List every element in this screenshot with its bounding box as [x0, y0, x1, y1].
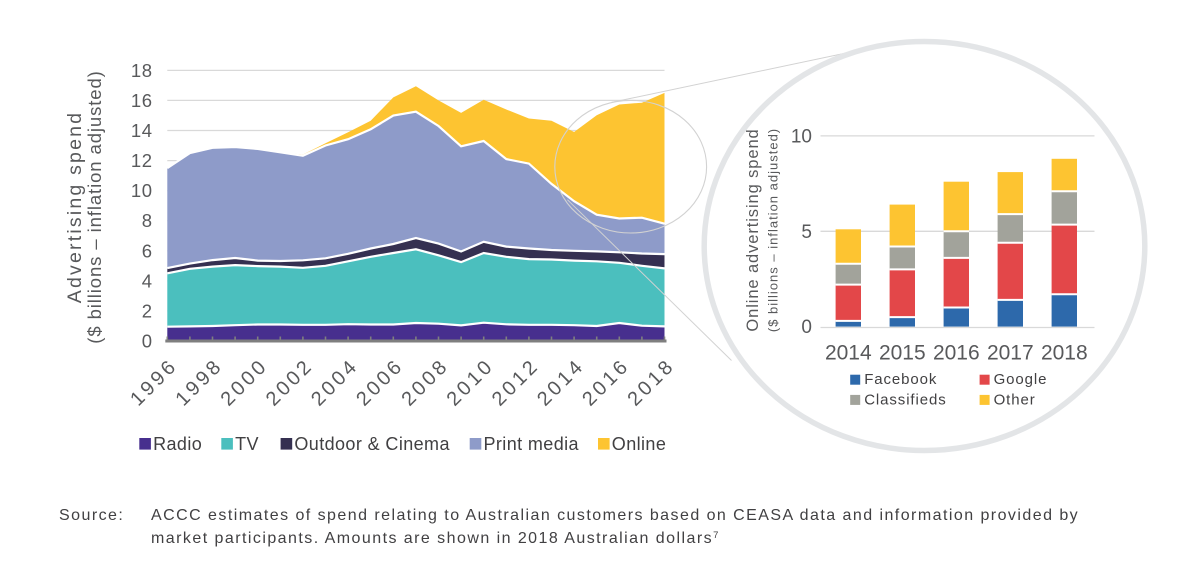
svg-text:14: 14 — [131, 120, 153, 141]
svg-text:10: 10 — [131, 180, 153, 201]
svg-text:12: 12 — [131, 150, 153, 171]
svg-text:5: 5 — [801, 222, 812, 243]
svg-text:0: 0 — [801, 317, 812, 338]
svg-text:Classifieds: Classifieds — [864, 391, 946, 408]
svg-text:Online: Online — [612, 434, 666, 454]
svg-text:0: 0 — [142, 331, 153, 352]
svg-text:16: 16 — [131, 90, 153, 111]
svg-text:Google: Google — [994, 371, 1048, 388]
svg-text:2017: 2017 — [987, 342, 1034, 365]
svg-text:market participants. Amounts a: market participants. Amounts are shown i… — [151, 530, 720, 548]
svg-text:ACCC estimates of spend relati: ACCC estimates of spend relating to Aust… — [151, 507, 1079, 524]
svg-text:Outdoor & Cinema: Outdoor & Cinema — [294, 434, 450, 454]
svg-text:($ billions – inflation adjust: ($ billions – inflation adjusted) — [84, 70, 105, 343]
svg-text:2014: 2014 — [825, 342, 872, 365]
svg-text:4: 4 — [142, 270, 153, 291]
svg-text:Other: Other — [994, 391, 1036, 408]
svg-text:18: 18 — [131, 60, 153, 81]
svg-text:Online advertising spend: Online advertising spend — [744, 128, 762, 331]
svg-text:TV: TV — [235, 434, 259, 454]
svg-text:($ billions – inflation adjust: ($ billions – inflation adjusted) — [766, 128, 781, 332]
svg-text:Facebook: Facebook — [864, 371, 937, 388]
svg-text:6: 6 — [142, 240, 153, 261]
svg-text:2: 2 — [142, 300, 153, 321]
svg-text:Source:: Source: — [59, 507, 124, 524]
svg-text:Print media: Print media — [484, 434, 580, 454]
svg-text:Advertising spend: Advertising spend — [64, 111, 86, 303]
svg-text:2018: 2018 — [1041, 342, 1088, 365]
svg-text:Radio: Radio — [153, 434, 202, 454]
svg-text:8: 8 — [142, 210, 153, 231]
svg-text:10: 10 — [791, 126, 812, 147]
svg-text:2016: 2016 — [933, 342, 980, 365]
svg-text:2015: 2015 — [879, 342, 926, 365]
